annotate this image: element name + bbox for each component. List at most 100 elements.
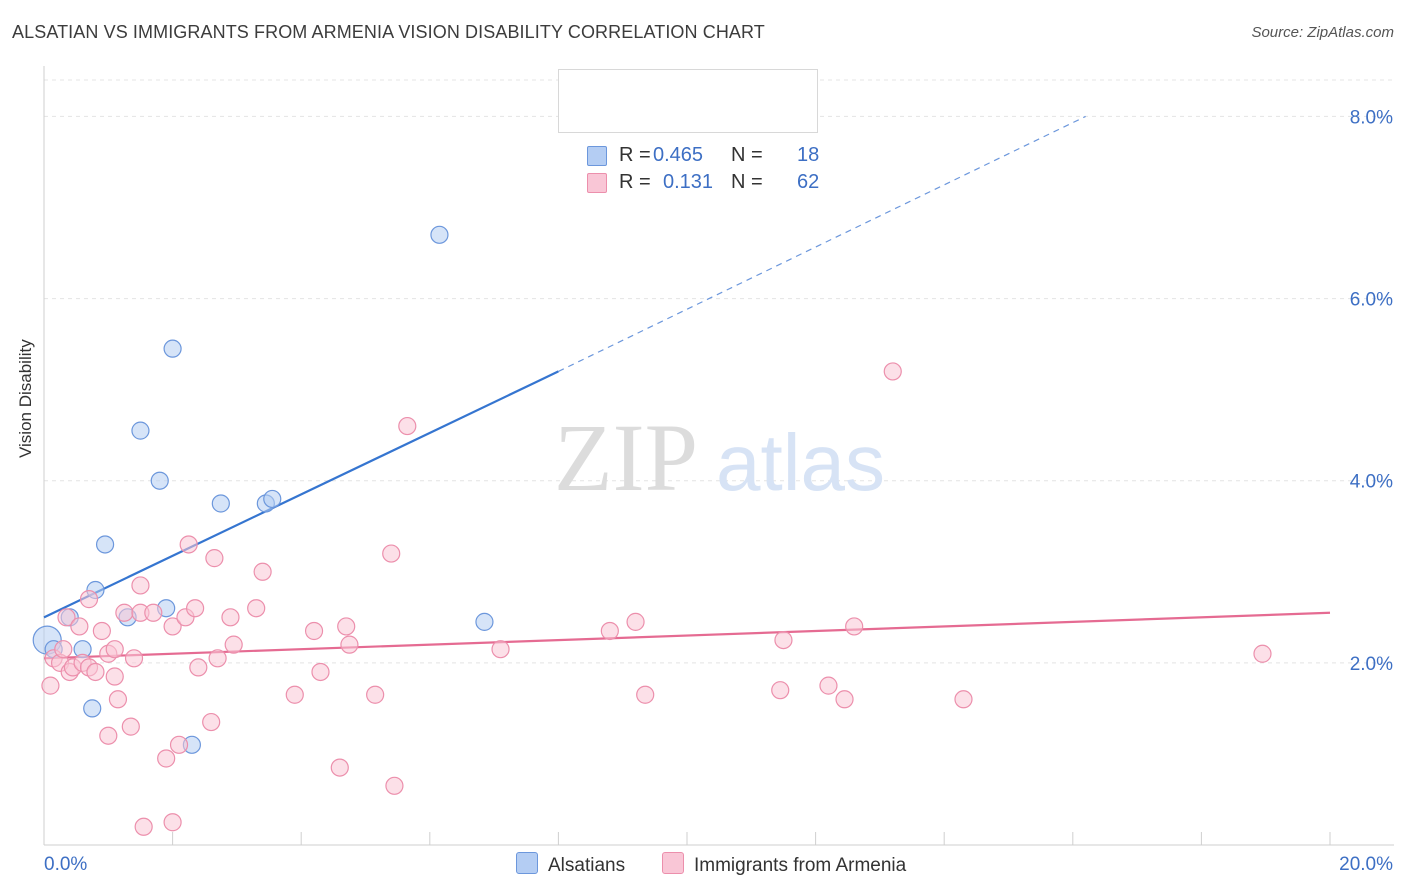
point-armenia <box>385 776 404 795</box>
point-armenia <box>105 640 124 659</box>
point-armenia <box>845 617 864 636</box>
point-armenia <box>99 726 118 745</box>
point-armenia <box>57 608 76 627</box>
point-armenia <box>491 640 510 659</box>
point-armenia <box>774 630 793 650</box>
y-tick-label: 2.0% <box>1350 654 1393 675</box>
x-tick-label-max: 20.0% <box>1339 854 1393 875</box>
point-armenia <box>134 817 153 836</box>
point-alsatians <box>475 612 494 631</box>
point-armenia <box>337 617 356 636</box>
point-armenia <box>285 685 304 704</box>
point-alsatians <box>263 489 282 509</box>
point-armenia <box>105 667 124 686</box>
point-armenia <box>163 813 182 832</box>
point-armenia <box>169 735 189 754</box>
point-armenia <box>79 590 99 609</box>
legend-n-value: 62 <box>797 171 820 193</box>
point-armenia <box>186 599 205 618</box>
point-armenia <box>92 621 111 641</box>
stats-legend: R = 0.465 N = 18 R = 0.131 N = 62 <box>558 69 819 193</box>
legend-r-value: 0.131 <box>663 171 714 193</box>
trend-alsatians-extension <box>558 115 1086 372</box>
point-armenia <box>304 621 324 641</box>
point-armenia <box>247 599 266 618</box>
point-armenia <box>179 535 198 554</box>
source-label: Source: ZipAtlas.com <box>1251 24 1394 41</box>
legend-r-label: R = <box>619 171 651 193</box>
point-armenia <box>54 640 73 659</box>
point-armenia <box>954 690 973 709</box>
watermark-zip: ZIP <box>554 404 698 511</box>
point-armenia <box>366 685 385 704</box>
point-armenia <box>157 749 176 768</box>
point-armenia <box>340 635 359 654</box>
y-tick-label: 4.0% <box>1350 472 1393 493</box>
point-alsatians <box>83 699 102 718</box>
point-armenia <box>224 635 243 654</box>
point-armenia <box>202 712 221 732</box>
bottom-legend-swatch-alsatians <box>516 852 538 874</box>
watermark-atlas: atlas <box>716 418 885 507</box>
point-armenia <box>600 621 619 641</box>
point-armenia <box>41 676 60 695</box>
point-armenia <box>636 685 655 704</box>
point-armenia <box>86 662 105 682</box>
point-armenia <box>626 612 645 631</box>
point-armenia <box>835 690 854 709</box>
point-armenia <box>163 617 182 636</box>
watermark: ZIP atlas <box>554 404 885 511</box>
point-armenia <box>311 662 330 682</box>
point-armenia <box>883 362 902 381</box>
bottom-legend-label-armenia: Immigrants from Armenia <box>694 855 907 876</box>
point-armenia <box>382 544 401 563</box>
y-tick-label: 8.0% <box>1350 107 1393 128</box>
bottom-legend-swatch-armenia <box>662 852 684 874</box>
y-axis-label: Vision Disability <box>16 339 35 458</box>
data-points <box>32 225 1272 836</box>
point-armenia <box>1253 644 1272 663</box>
point-alsatians <box>211 494 230 513</box>
legend-r-label: R = <box>619 144 651 166</box>
point-alsatians <box>163 339 182 358</box>
bottom-legend-alsatians[interactable]: Alsatians <box>516 852 625 877</box>
legend-swatch-armenia <box>587 173 607 193</box>
point-armenia <box>208 649 227 668</box>
legend-n-label: N = <box>731 171 763 193</box>
legend-n-label: N = <box>731 144 763 166</box>
legend-swatch-alsatians <box>587 146 607 166</box>
point-armenia <box>819 676 838 695</box>
grid-lines <box>44 79 1394 664</box>
point-armenia <box>121 717 140 736</box>
point-armenia <box>189 658 208 677</box>
point-armenia <box>398 416 417 436</box>
trend-alsatians <box>43 370 559 619</box>
bottom-legend-label-alsatians: Alsatians <box>548 855 626 876</box>
point-alsatians <box>131 421 150 440</box>
trend-lines <box>43 115 1331 660</box>
chart-title: ALSATIAN VS IMMIGRANTS FROM ARMENIA VISI… <box>12 22 765 42</box>
point-armenia <box>131 576 150 595</box>
y-tick-label: 6.0% <box>1350 290 1393 311</box>
trend-armenia <box>43 611 1331 660</box>
point-alsatians <box>150 471 169 490</box>
point-alsatians <box>95 535 115 554</box>
point-armenia <box>253 562 272 581</box>
point-armenia <box>115 603 134 622</box>
legend-n-value: 18 <box>797 144 820 166</box>
point-armenia <box>144 603 163 622</box>
x-tick-label-min: 0.0% <box>44 854 87 875</box>
point-armenia <box>108 690 128 709</box>
point-armenia <box>330 758 349 777</box>
axes <box>43 66 1394 846</box>
point-armenia <box>771 681 790 700</box>
legend-r-value: 0.465 <box>653 144 704 166</box>
point-armenia <box>70 617 89 636</box>
point-armenia <box>205 549 224 568</box>
point-armenia <box>221 608 240 627</box>
point-alsatians <box>430 225 449 244</box>
tick-labels: 2.0% 4.0% 6.0% 8.0% 0.0% 20.0% <box>44 107 1393 875</box>
bottom-legend-armenia[interactable]: Immigrants from Armenia <box>662 852 906 877</box>
point-armenia <box>124 649 144 668</box>
